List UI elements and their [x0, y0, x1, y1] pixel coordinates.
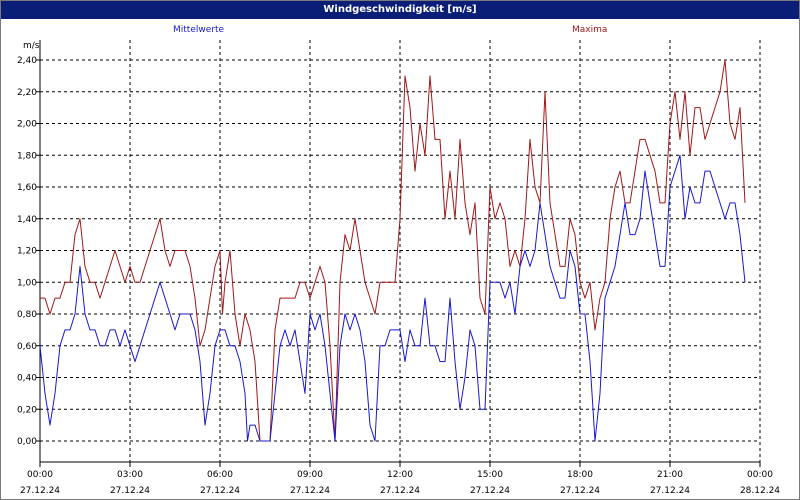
x-tick-label-time: 00:00: [27, 470, 53, 480]
series-line-mittelwerte: [39, 154, 746, 442]
x-tick-label-time: 12:00: [387, 470, 413, 480]
y-axis-unit: m/s: [23, 41, 40, 51]
x-tick-label-date: 27.12.24: [200, 486, 240, 496]
y-tick-label: 1,60: [17, 183, 37, 193]
x-tick-label-date: 27.12.24: [470, 486, 510, 496]
x-tick-label-time: 06:00: [207, 470, 233, 480]
series-line-maxima: [40, 59, 746, 442]
x-tick-label-date: 28.12.24: [740, 486, 780, 496]
x-tick-label-date: 27.12.24: [110, 486, 150, 496]
legend-mittelwerte: Mittelwerte: [173, 25, 225, 35]
legend-maxima: Maxima: [572, 25, 608, 35]
y-tick-label: 1,20: [17, 247, 37, 257]
x-tick-label-date: 27.12.24: [560, 486, 600, 496]
x-tick-label-date: 27.12.24: [650, 486, 690, 496]
x-tick-label-date: 27.12.24: [20, 486, 60, 496]
y-tick-label: 0,80: [17, 310, 37, 320]
y-tick-label: 0,40: [17, 374, 37, 384]
x-tick-label-time: 00:00: [747, 470, 773, 480]
y-tick-label: 2,20: [17, 88, 37, 98]
x-tick-label-time: 15:00: [477, 470, 503, 480]
x-tick-label-time: 21:00: [657, 470, 683, 480]
y-tick-label: 2,40: [17, 56, 37, 66]
x-tick-label-time: 03:00: [117, 470, 143, 480]
chart-title: Windgeschwindigkeit [m/s]: [1, 1, 799, 19]
y-tick-label: 1,00: [17, 278, 37, 288]
y-tick-label: 0,60: [17, 342, 37, 352]
x-tick-label-time: 09:00: [297, 470, 323, 480]
y-tick-label: 1,40: [17, 215, 37, 225]
y-tick-label: 0,00: [17, 437, 37, 447]
y-tick-label: 0,20: [17, 405, 37, 415]
x-tick-label-time: 18:00: [567, 470, 593, 480]
y-tick-label: 2,00: [17, 120, 37, 130]
x-tick-label-date: 27.12.24: [380, 486, 420, 496]
x-tick-label-date: 27.12.24: [290, 486, 330, 496]
y-tick-label: 1,80: [17, 151, 37, 161]
